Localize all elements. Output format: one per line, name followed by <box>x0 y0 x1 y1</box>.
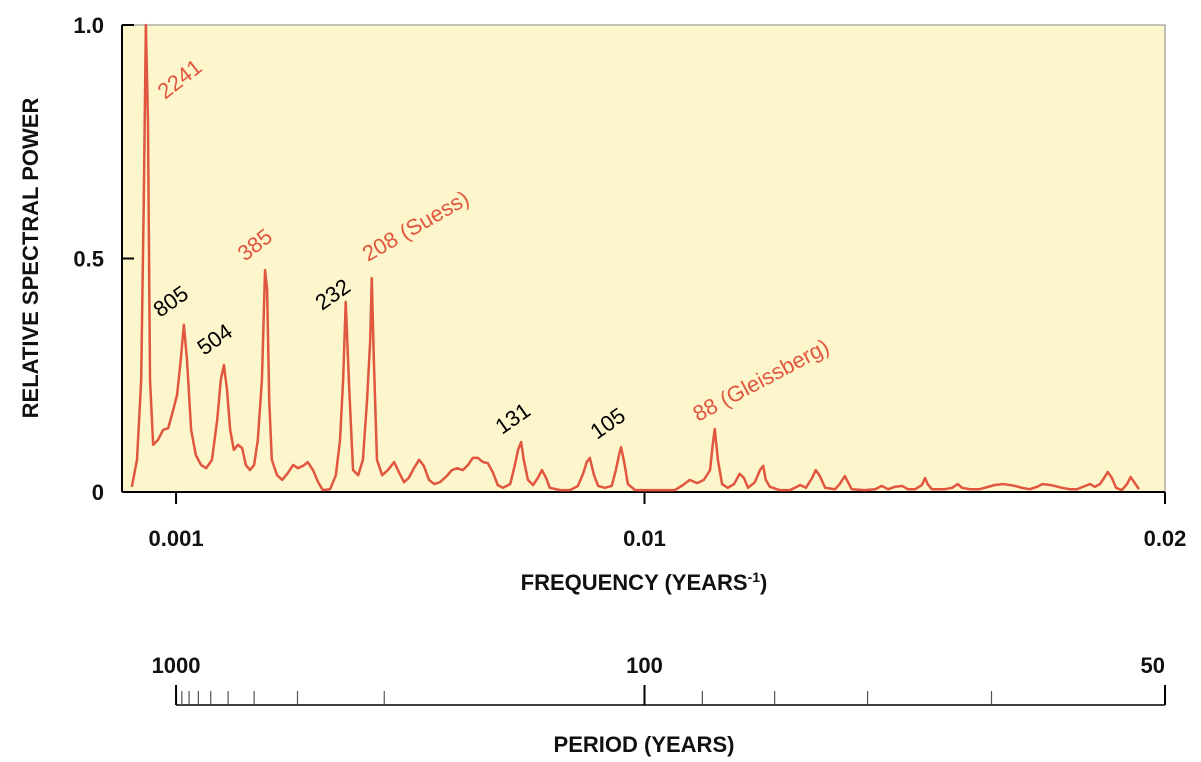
period-axis-label: PERIOD (YEARS) <box>554 732 735 757</box>
x-axis-label-end: ) <box>760 570 767 595</box>
x-tick-label: 0.001 <box>149 526 204 551</box>
y-axis-label: RELATIVE SPECTRAL POWER <box>18 98 43 419</box>
plot-background <box>121 24 1166 493</box>
period-tick-label: 100 <box>626 653 663 678</box>
x-axis-label-sup: -1 <box>748 569 761 585</box>
period-tick-label: 1000 <box>152 653 201 678</box>
period-tick-label: 50 <box>1141 653 1165 678</box>
y-tick-label: 0.5 <box>73 247 104 272</box>
x-axis-label: FREQUENCY (YEARS-1) <box>521 569 768 595</box>
y-tick-label: 0 <box>92 480 104 505</box>
spectrum-line <box>130 23 1141 492</box>
y-tick-label: 1.0 <box>73 13 104 38</box>
x-tick-label: 0.02 <box>1144 526 1187 551</box>
x-tick-label: 0.01 <box>623 526 666 551</box>
x-axis-label-main: FREQUENCY (YEARS <box>521 570 748 595</box>
